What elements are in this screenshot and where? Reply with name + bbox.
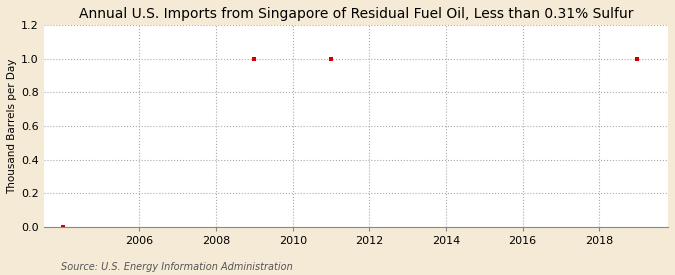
- Y-axis label: Thousand Barrels per Day: Thousand Barrels per Day: [7, 58, 17, 194]
- Text: Source: U.S. Energy Information Administration: Source: U.S. Energy Information Administ…: [61, 262, 292, 272]
- Title: Annual U.S. Imports from Singapore of Residual Fuel Oil, Less than 0.31% Sulfur: Annual U.S. Imports from Singapore of Re…: [79, 7, 633, 21]
